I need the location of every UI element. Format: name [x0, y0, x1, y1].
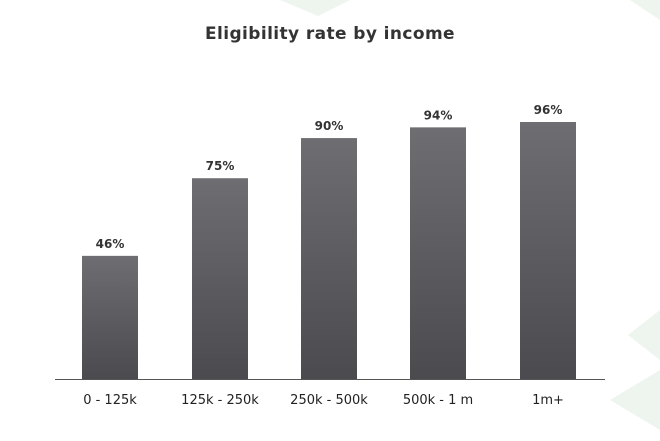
- x-tick-label-4: 500k - 1 m: [403, 393, 473, 408]
- data-label-2: 75%: [206, 159, 235, 173]
- x-tick-label-3: 250k - 500k: [290, 393, 368, 408]
- decor-shape-right-top: [630, 0, 660, 20]
- bar-1: [82, 255, 138, 379]
- decor-shape-right-bottom: [610, 370, 660, 430]
- decor-shape-top: [280, 0, 350, 16]
- data-label-1: 46%: [96, 237, 125, 251]
- bar-2: [192, 178, 248, 379]
- chart-title: Eligibility rate by income: [205, 24, 455, 44]
- bar-5: [520, 122, 576, 380]
- decor-shape-right-mid: [628, 310, 660, 360]
- data-label-5: 96%: [534, 103, 563, 117]
- x-tick-label-2: 125k - 250k: [181, 393, 259, 408]
- x-tick-label-5: 1m+: [532, 393, 564, 408]
- data-label-3: 90%: [315, 119, 344, 133]
- data-label-4: 94%: [424, 108, 453, 122]
- x-tick-label-1: 0 - 125k: [83, 393, 137, 408]
- bars-group: 46% 0 - 125k 75% 125k - 250k 90% 250k - 500k 9…: [82, 103, 576, 408]
- bar-4: [410, 127, 466, 379]
- bar-3: [301, 138, 357, 379]
